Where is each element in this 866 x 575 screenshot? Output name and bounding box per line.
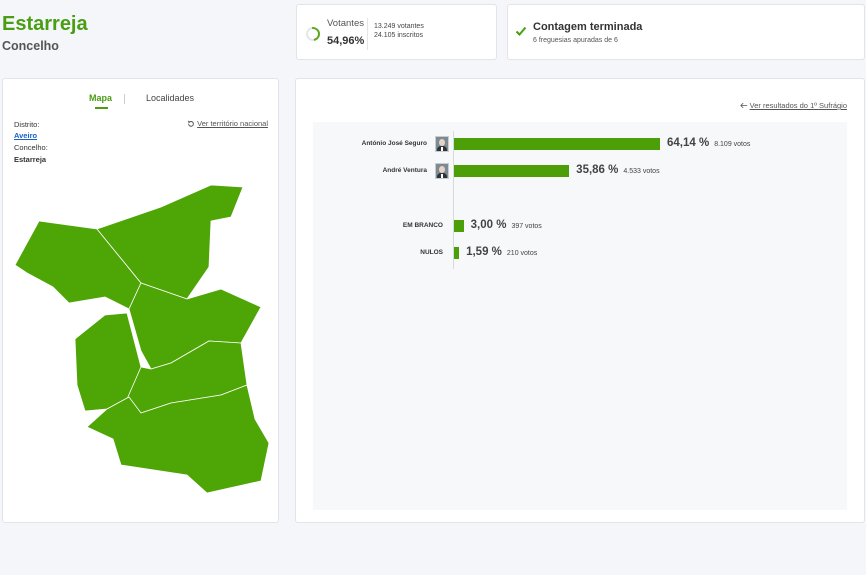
result-votes: 4.533 votos bbox=[623, 168, 660, 175]
distrito-link[interactable]: Aveiro bbox=[14, 131, 38, 140]
result-percent: 1,59 % bbox=[466, 246, 502, 258]
arrow-left-icon bbox=[739, 102, 747, 109]
check-icon bbox=[515, 26, 527, 36]
freguesias-map bbox=[14, 184, 270, 494]
contagem-card: Contagem terminada 6 freguesias apuradas… bbox=[507, 4, 865, 60]
result-bar bbox=[454, 165, 570, 177]
national-link-label: Ver território nacional bbox=[197, 119, 268, 128]
progress-ring-icon bbox=[303, 24, 323, 44]
result-value: 1,59 % 210 votos bbox=[466, 246, 537, 258]
result-label: NULOS bbox=[420, 249, 443, 256]
page-subtitle: Concelho bbox=[2, 39, 59, 53]
contagem-subtitle: 6 freguesias apuradas de 6 bbox=[533, 37, 618, 44]
panel-tabs: Mapa Localidades bbox=[3, 93, 278, 115]
candidate-label: António José Seguro bbox=[361, 140, 427, 147]
inscritos-count: 24.105 inscritos bbox=[374, 32, 424, 39]
votantes-count: 13.249 votantes bbox=[374, 23, 424, 30]
result-row: EM BRANCO 3,00 % 397 votos bbox=[313, 216, 847, 236]
result-row: António José Seguro 64,14 % 8.109 votos bbox=[313, 134, 847, 154]
results-chart: António José Seguro 64,14 % 8.109 votos … bbox=[313, 122, 847, 510]
result-percent: 3,00 % bbox=[470, 219, 507, 231]
previous-round-label: Ver resultados do 1º Sufrágio bbox=[749, 101, 847, 110]
page-title: Estarreja bbox=[2, 13, 88, 35]
result-bar bbox=[454, 138, 660, 150]
votantes-label: Votantes bbox=[327, 18, 364, 29]
result-row: NULOS 1,59 % 210 votos bbox=[313, 243, 847, 263]
previous-round-link[interactable]: Ver resultados do 1º Sufrágio bbox=[739, 101, 847, 110]
divider bbox=[367, 18, 368, 50]
contagem-title: Contagem terminada bbox=[533, 21, 643, 33]
result-value: 35,86 % 4.533 votos bbox=[576, 164, 659, 176]
candidate-label: André Ventura bbox=[382, 167, 427, 174]
chart-axis bbox=[453, 131, 454, 269]
tab-localidades[interactable]: Localidades bbox=[146, 93, 195, 103]
candidate-photo bbox=[435, 136, 449, 152]
tab-mapa[interactable]: Mapa bbox=[89, 93, 113, 103]
result-percent: 35,86 % bbox=[576, 164, 619, 176]
active-tab-indicator bbox=[95, 107, 108, 109]
refresh-icon bbox=[187, 119, 194, 127]
map-region-north-west[interactable] bbox=[14, 220, 142, 310]
concelho-value: Estarreja bbox=[14, 155, 47, 164]
result-value: 3,00 % 397 votos bbox=[471, 219, 542, 231]
result-value: 64,14 % 8.109 votos bbox=[667, 137, 750, 149]
concelho-label: Concelho: bbox=[14, 143, 48, 152]
candidate-photo bbox=[435, 163, 449, 179]
result-label: EM BRANCO bbox=[402, 222, 443, 229]
result-bar bbox=[454, 247, 460, 259]
result-bar bbox=[454, 220, 464, 232]
result-percent: 64,14 % bbox=[667, 137, 710, 149]
results-panel: Ver resultados do 1º Sufrágio António Jo… bbox=[295, 78, 865, 523]
map-region-south[interactable] bbox=[86, 384, 270, 494]
result-votes: 8.109 votos bbox=[714, 141, 751, 148]
map-panel: Mapa Localidades Distrito: Aveiro Concel… bbox=[2, 78, 279, 523]
concelho-map bbox=[14, 184, 270, 494]
distrito-label: Distrito: bbox=[14, 120, 40, 129]
votantes-percent: 54,96% bbox=[327, 35, 365, 47]
result-row: André Ventura 35,86 % 4.533 votos bbox=[313, 161, 847, 181]
national-territory-link[interactable]: Ver território nacional bbox=[187, 119, 268, 128]
page-header: Estarreja Concelho bbox=[2, 12, 88, 53]
tab-separator bbox=[124, 94, 125, 104]
votantes-card: Votantes 54,96% 13.249 votantes 24.105 i… bbox=[296, 4, 497, 60]
result-votes: 397 votos bbox=[511, 223, 542, 230]
result-votes: 210 votos bbox=[506, 250, 538, 257]
